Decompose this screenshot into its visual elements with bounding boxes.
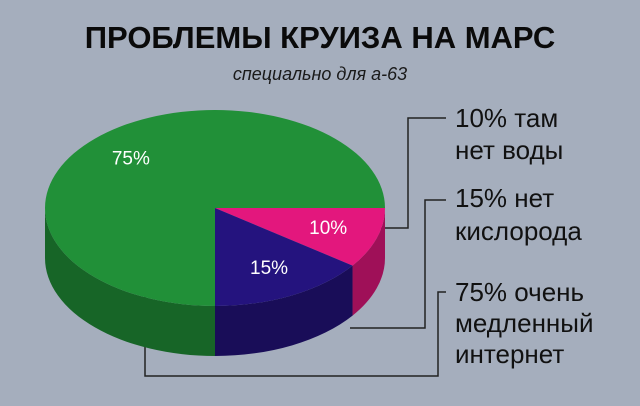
legend-label: медленный <box>455 308 594 338</box>
slice-side <box>352 208 385 316</box>
value-label: 75% <box>112 149 150 170</box>
legend-label: нет воды <box>455 135 563 165</box>
value-label: 15% <box>250 258 288 279</box>
slice <box>45 110 385 306</box>
chart-subtitle: специально для а-63 <box>233 64 407 84</box>
slice-side <box>45 208 215 356</box>
legend-label: кислорода <box>455 216 582 246</box>
slice <box>215 208 353 306</box>
legend-label: 10% там <box>455 103 558 133</box>
slice-side <box>215 265 353 356</box>
leader-line <box>350 199 446 329</box>
leader-line <box>368 117 446 229</box>
legend-label: 15% нет <box>455 183 554 213</box>
legend-label: интернет <box>455 339 564 369</box>
chart-title: ПРОБЛЕМЫ КРУИЗА НА МАРС <box>85 20 555 55</box>
value-label: 10% <box>309 218 347 239</box>
slice <box>215 208 385 266</box>
legend-label: 75% очень <box>455 277 584 307</box>
